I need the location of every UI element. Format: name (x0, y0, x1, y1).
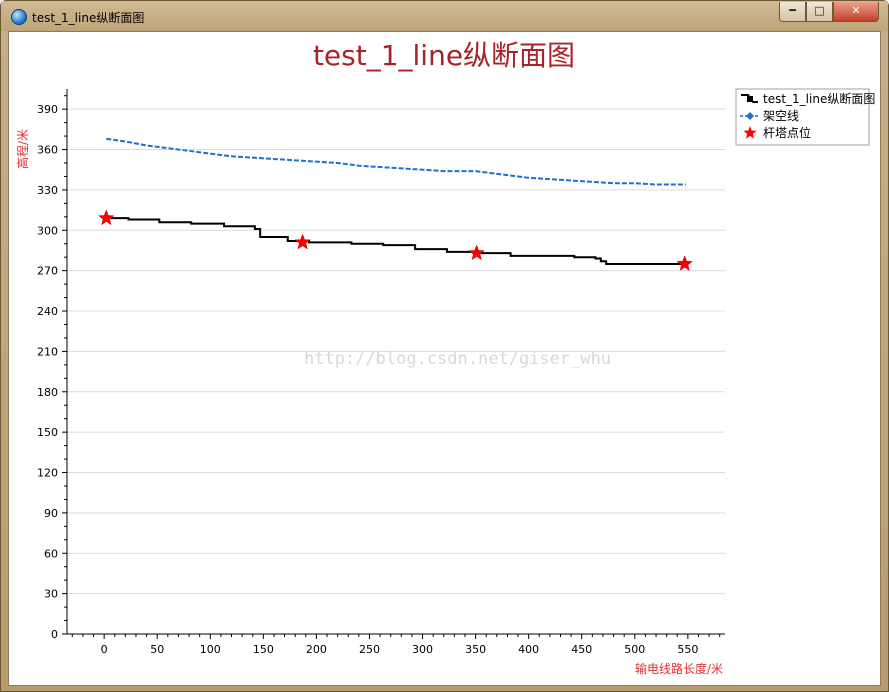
x-tick-label: 100 (200, 643, 221, 656)
axes: 0 30 60 90 120 150 180 210 240 270 300 330 360 390 0 50… (15, 89, 725, 656)
tower-star-marker (294, 233, 311, 250)
legend-swatch-tower (743, 126, 757, 139)
x-tick-label: 350 (465, 643, 486, 656)
window-title: test_1_line纵断面图 (32, 11, 145, 25)
chart-title: test_1_line纵断面图 (313, 39, 575, 72)
close-icon: ✕ (851, 4, 861, 17)
x-tick-label: 400 (518, 643, 539, 656)
minimize-icon: ━ (789, 4, 796, 17)
y-tick-label: 60 (44, 547, 58, 560)
y-tick-label: 300 (37, 224, 58, 237)
series-layer (98, 137, 693, 271)
globe-icon (11, 9, 27, 25)
y-tick-label: 180 (37, 386, 58, 399)
legend-label: 架空线 (763, 109, 799, 123)
y-tick-label: 0 (51, 628, 58, 641)
minimize-button[interactable]: ━ (779, 2, 806, 22)
legend-label: test_1_line纵断面图 (763, 91, 875, 106)
legend-marker-profile (747, 96, 753, 102)
y-tick-label: 30 (44, 588, 58, 601)
legend-marker-overhead (746, 112, 754, 120)
tower-star-marker (468, 244, 485, 261)
x-axis-label: 输电线路长度/米 (635, 661, 723, 676)
maximize-icon: □ (814, 4, 825, 17)
x-tick-label: 150 (253, 643, 274, 656)
y-tick-label: 90 (44, 507, 58, 520)
y-tick-label: 120 (37, 467, 58, 480)
profile-chart: test_1_line纵断面图 http://blog.csdn.net/gis… (15, 39, 875, 676)
y-tick-label: 360 (37, 144, 58, 157)
x-tick-label: 200 (306, 643, 327, 656)
y-tick-label: 210 (37, 345, 58, 358)
series-line-overhead (106, 137, 686, 186)
x-tick-label: 50 (150, 643, 164, 656)
y-tick-label: 330 (37, 184, 58, 197)
tower-star-marker (98, 209, 115, 226)
maximize-button[interactable]: □ (806, 2, 833, 22)
x-tick-label: 0 (101, 643, 108, 656)
tower-star-marker (676, 255, 693, 271)
x-tick-label: 250 (359, 643, 380, 656)
watermark-layer: http://blog.csdn.net/giser_whu (304, 349, 611, 369)
watermark-text: http://blog.csdn.net/giser_whu (304, 349, 611, 369)
x-tick-label: 300 (412, 643, 433, 656)
y-tick-label: 240 (37, 305, 58, 318)
legend-box (735, 88, 870, 146)
legend-label: 杆塔点位 (763, 125, 811, 140)
x-tick-label: 550 (677, 643, 698, 656)
y-tick-label: 390 (37, 103, 58, 116)
chart-area: test_1_line纵断面图 http://blog.csdn.net/gis… (8, 31, 881, 686)
close-button[interactable]: ✕ (833, 2, 879, 22)
x-tick-label: 500 (624, 643, 645, 656)
series-line-profile (106, 217, 686, 265)
y-tick-label: 270 (37, 265, 58, 278)
y-axis-label: 高程/米 (15, 129, 30, 169)
title-bar[interactable]: test_1_line纵断面图 ━ □ ✕ (1, 1, 888, 31)
x-tick-label: 450 (571, 643, 592, 656)
y-tick-label: 150 (37, 426, 58, 439)
